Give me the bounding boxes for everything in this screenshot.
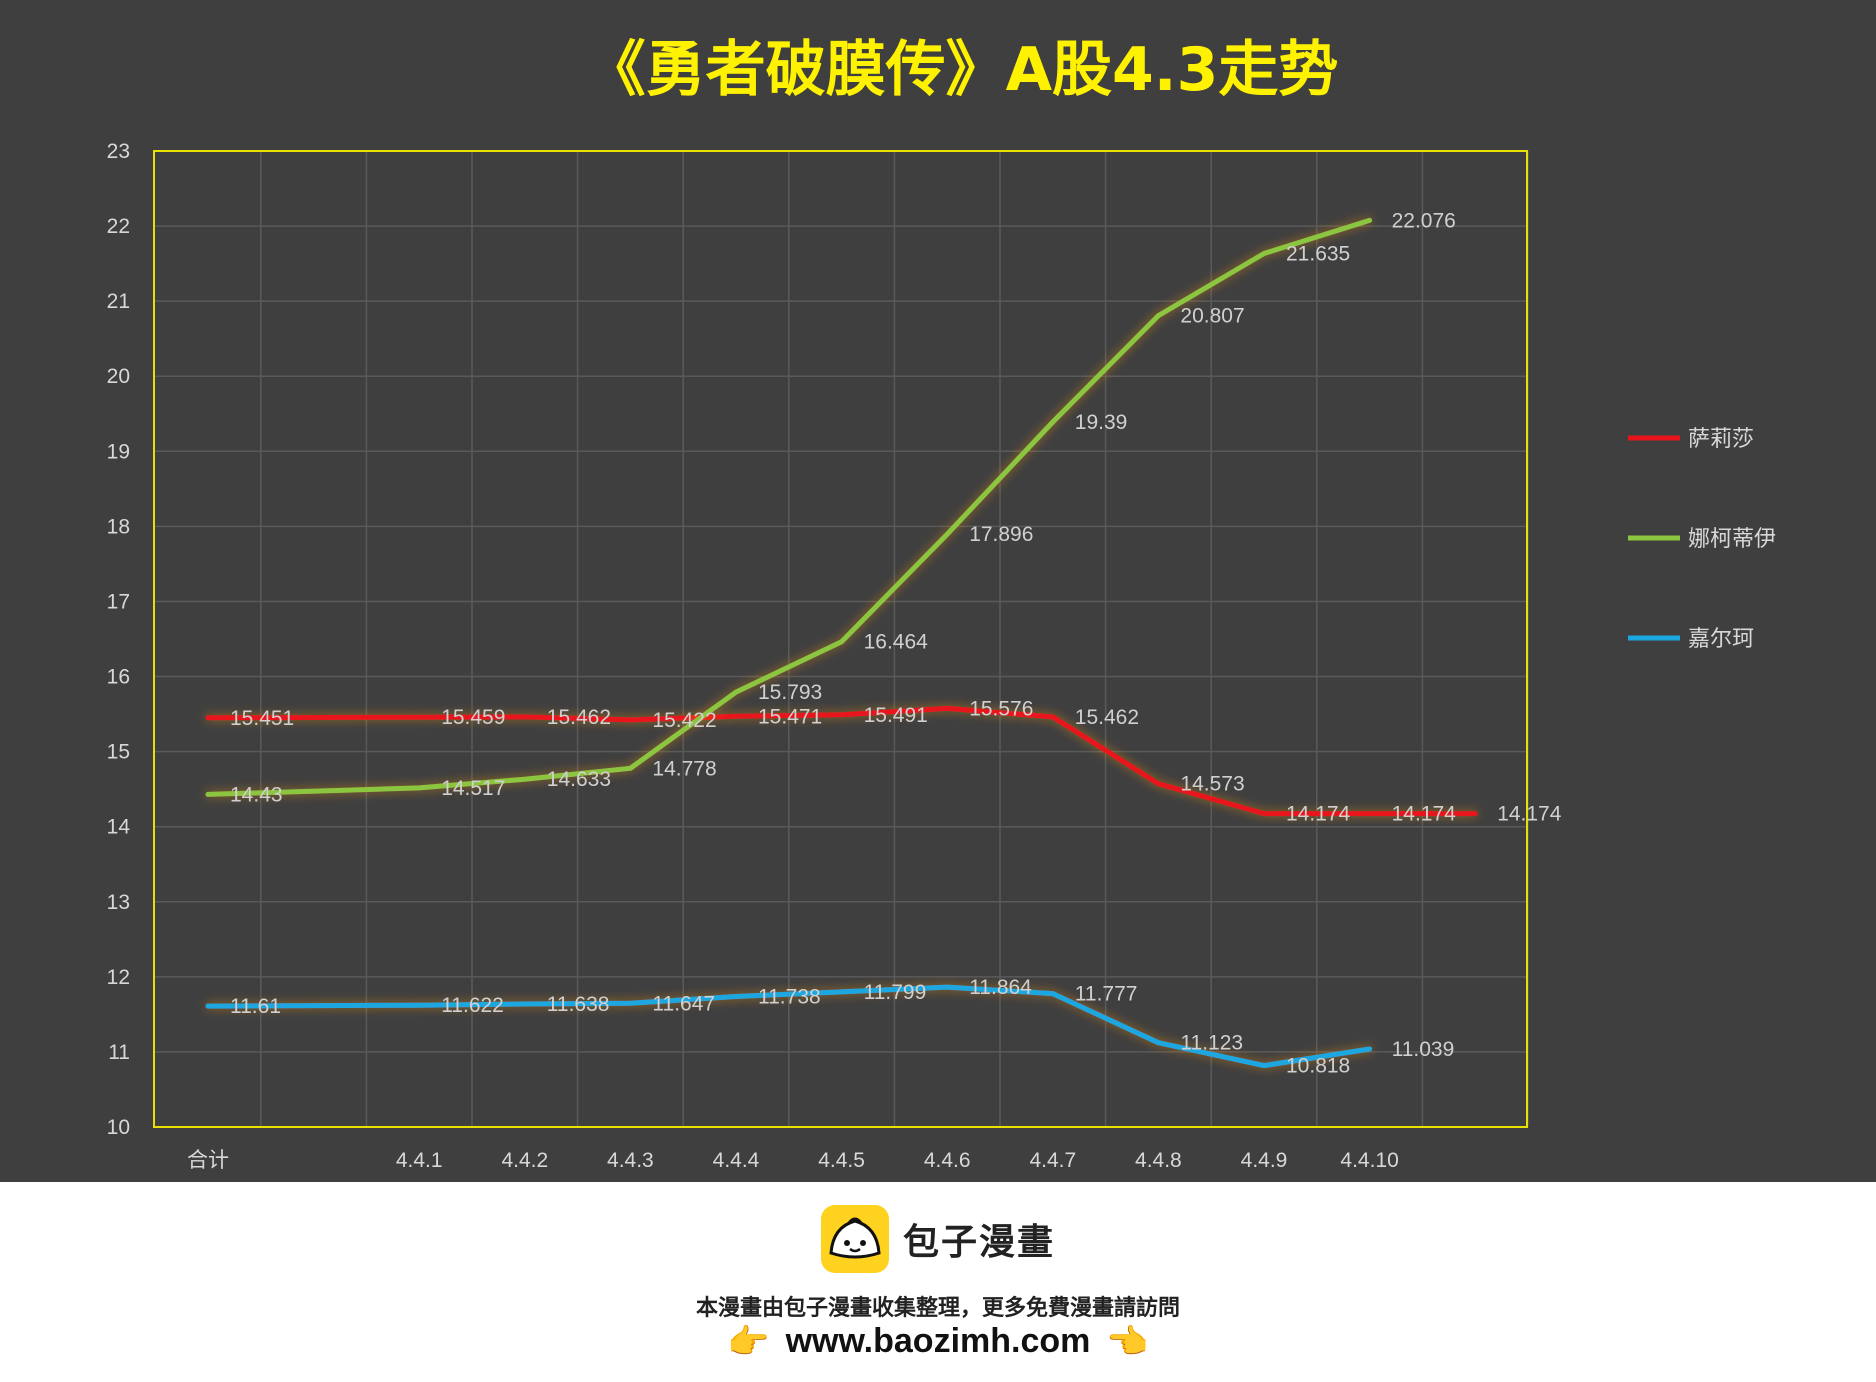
- data-label: 14.573: [1180, 773, 1244, 796]
- site-url-link[interactable]: www.baozimh.com: [785, 1322, 1091, 1360]
- series-line-3: [205, 984, 1373, 1069]
- y-tick-label: 22: [107, 215, 130, 238]
- data-label: 15.451: [230, 707, 294, 730]
- data-label: 11.799: [864, 981, 927, 1004]
- data-label: 11.039: [1392, 1038, 1455, 1061]
- data-label: 14.174: [1392, 803, 1457, 826]
- line-chart: 《勇者破膜传》A股4.3走势 10 11 12 13 14 15 16 17 18 19 20 21 2…: [107, 35, 1776, 1172]
- data-label: 15.793: [758, 681, 822, 704]
- site-footer: 包子漫畫 本漫畫由包子漫畫收集整理，更多免費漫畫請訪問 👉 www.baozim…: [0, 1182, 1876, 1382]
- pointing-right-hand-icon: 👉: [727, 1321, 770, 1362]
- series-line-1: [205, 705, 1478, 817]
- data-label: 14.174: [1497, 803, 1562, 826]
- data-label: 16.464: [864, 631, 929, 654]
- legend-item-label: 嘉尔珂: [1688, 627, 1754, 652]
- data-label: 19.39: [1075, 411, 1128, 434]
- data-label: 11.638: [547, 993, 610, 1016]
- y-tick-label: 19: [107, 440, 130, 463]
- data-label: 11.622: [441, 994, 504, 1017]
- data-label: 11.61: [230, 995, 281, 1018]
- x-tick-label: 4.4.7: [1029, 1149, 1076, 1172]
- data-label: 14.43: [230, 783, 283, 806]
- url-line: 👉 www.baozimh.com 👈: [0, 1322, 1876, 1361]
- y-tick-label: 14: [107, 816, 131, 839]
- data-label: 17.896: [969, 523, 1033, 546]
- brand-name: 包子漫畫: [902, 1222, 1055, 1263]
- series-lines: [205, 217, 1478, 1069]
- data-label: 14.633: [547, 768, 611, 791]
- x-axis-ticks: 合计 4.4.1 4.4.2 4.4.3 4.4.4 4.4.5 4.4.6 4.4.7 4.4…: [187, 1149, 1399, 1172]
- data-label: 14.174: [1286, 803, 1351, 826]
- legend-item-label: 萨莉莎: [1688, 427, 1754, 452]
- y-tick-label: 10: [107, 1116, 130, 1139]
- y-tick-label: 11: [108, 1041, 130, 1064]
- data-label: 14.778: [652, 757, 716, 780]
- y-axis-ticks: 10 11 12 13 14 15 16 17 18 19 20 21 22 23: [107, 140, 131, 1139]
- x-tick-label: 4.4.8: [1135, 1149, 1182, 1172]
- data-label: 11.647: [652, 992, 715, 1015]
- y-tick-label: 20: [107, 365, 130, 388]
- data-label: 15.471: [758, 705, 822, 728]
- data-label: 14.517: [441, 777, 505, 800]
- series-line-2: [205, 217, 1373, 797]
- data-label: 11.123: [1180, 1032, 1243, 1055]
- pointing-left-hand-icon: 👈: [1106, 1321, 1149, 1362]
- data-label: 21.635: [1286, 242, 1350, 265]
- y-tick-label: 12: [107, 966, 130, 989]
- legend-item-label: 娜柯蒂伊: [1688, 527, 1776, 552]
- baozi-bun-icon: [820, 1205, 889, 1273]
- data-label: 15.459: [441, 706, 505, 729]
- chart-title: 《勇者破膜传》A股4.3走势: [586, 35, 1339, 105]
- y-tick-label: 17: [107, 590, 130, 613]
- x-tick-label: 4.4.9: [1241, 1149, 1288, 1172]
- data-label: 15.462: [547, 706, 611, 729]
- site-notice: 本漫畫由包子漫畫收集整理，更多免費漫畫請訪問: [695, 1296, 1180, 1321]
- data-label: 20.807: [1180, 305, 1244, 328]
- data-label: 15.491: [864, 704, 928, 727]
- y-tick-label: 16: [107, 666, 130, 689]
- x-tick-label: 4.4.6: [924, 1149, 971, 1172]
- x-tick-label: 4.4.2: [501, 1149, 548, 1172]
- y-tick-label: 23: [107, 140, 130, 163]
- data-labels: 15.451 15.459 15.462 15.422 15.471 15.491 15.5…: [230, 209, 1562, 1077]
- y-tick-label: 21: [107, 290, 130, 313]
- y-tick-label: 18: [107, 515, 130, 538]
- data-label: 11.864: [969, 976, 1032, 999]
- data-label: 15.462: [1075, 706, 1139, 729]
- y-tick-label: 13: [107, 891, 130, 914]
- chart-panel: 《勇者破膜传》A股4.3走势 10 11 12 13 14 15 16 17 18 19 20 21 2…: [0, 0, 1876, 1182]
- data-label: 15.576: [969, 697, 1033, 720]
- plot-area-border: [153, 150, 1528, 1128]
- x-tick-label: 4.4.3: [607, 1149, 654, 1172]
- x-tick-label: 4.4.1: [396, 1149, 443, 1172]
- y-tick-label: 15: [107, 741, 130, 764]
- x-tick-label: 4.4.5: [818, 1149, 865, 1172]
- x-tick-label: 合计: [187, 1149, 229, 1172]
- data-label: 15.422: [652, 709, 716, 732]
- brand-row: 包子漫畫: [0, 1204, 1876, 1274]
- data-label: 11.777: [1075, 983, 1138, 1006]
- x-tick-label: 4.4.10: [1340, 1149, 1398, 1172]
- data-label: 11.738: [758, 986, 821, 1009]
- data-label: 10.818: [1286, 1055, 1350, 1078]
- x-tick-label: 4.4.4: [713, 1149, 760, 1172]
- data-label: 22.076: [1392, 209, 1456, 232]
